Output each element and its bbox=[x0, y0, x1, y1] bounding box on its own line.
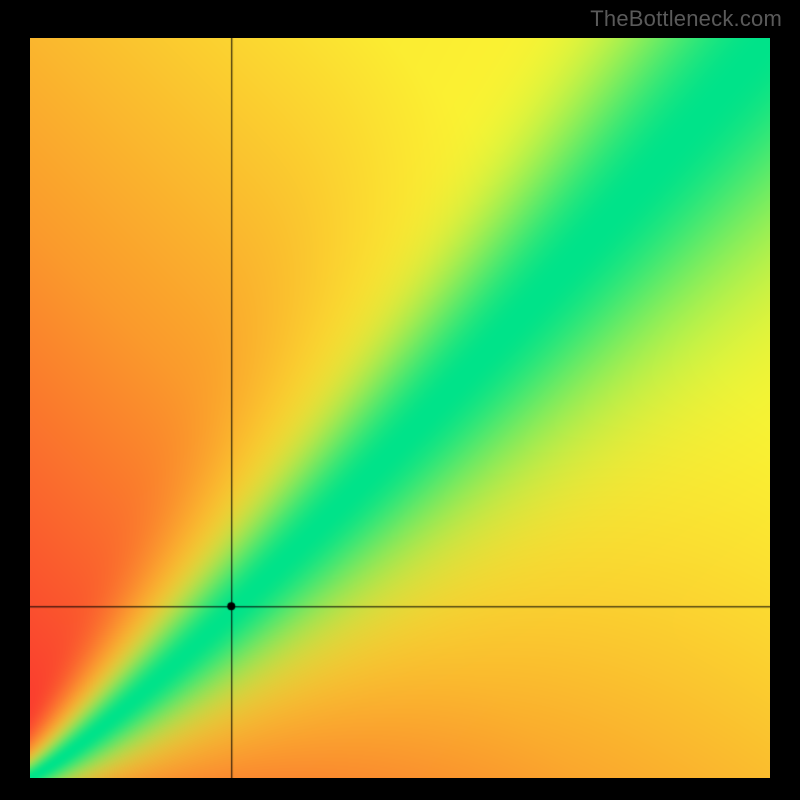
chart-container: TheBottleneck.com bbox=[0, 0, 800, 800]
bottleneck-heatmap bbox=[30, 38, 770, 778]
watermark-text: TheBottleneck.com bbox=[590, 6, 782, 32]
